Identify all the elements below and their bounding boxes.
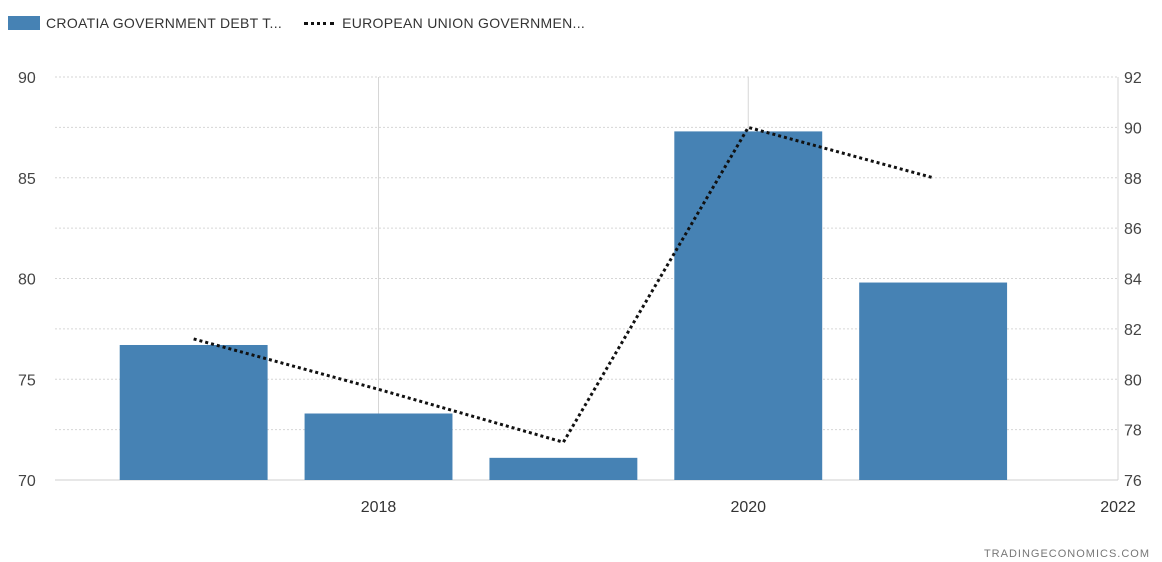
y-right-tick-label: 92 [1124,70,1142,87]
eu-debt-line [193,125,934,444]
bar-2020 [674,131,823,480]
y-left-tick-label: 70 [18,473,36,490]
y-left-tick-label: 75 [18,372,36,389]
y-left-tick-label: 90 [18,70,36,87]
y-left-tick-label: 80 [18,272,36,289]
y-right-tick-label: 84 [1124,272,1142,289]
y-right-tick-label: 88 [1124,171,1142,188]
y-right-tick-label: 90 [1124,120,1142,137]
legend-label-croatia: CROATIA GOVERNMENT DEBT T... [46,15,283,31]
legend-item-eu[interactable]: EUROPEAN UNION GOVERNMEN... [304,15,585,31]
chart-legend: CROATIA GOVERNMENT DEBT T... EUROPEAN UN… [8,12,607,34]
y-right-tick-label: 86 [1124,221,1142,238]
x-tick-label: 2022 [1100,499,1136,516]
y-right-tick-label: 80 [1124,372,1142,389]
y-right-tick-label: 78 [1124,423,1142,440]
y-left-tick-label: 85 [18,171,36,188]
bar-2018 [304,413,453,480]
y-right-tick-label: 82 [1124,322,1142,339]
x-tick-label: 2020 [730,499,766,516]
legend-line-swatch [304,21,335,25]
bar-2021 [859,282,1008,480]
bar-2019 [489,457,638,480]
x-tick-label: 2018 [361,499,397,516]
legend-bar-swatch [8,16,40,30]
bar-2017 [119,344,268,480]
source-credit: TRADINGECONOMICS.COM [983,548,1150,560]
legend-item-croatia[interactable]: CROATIA GOVERNMENT DEBT T... [8,15,282,31]
legend-label-eu: EUROPEAN UNION GOVERNMEN... [342,15,586,31]
y-right-tick-label: 76 [1124,473,1142,490]
